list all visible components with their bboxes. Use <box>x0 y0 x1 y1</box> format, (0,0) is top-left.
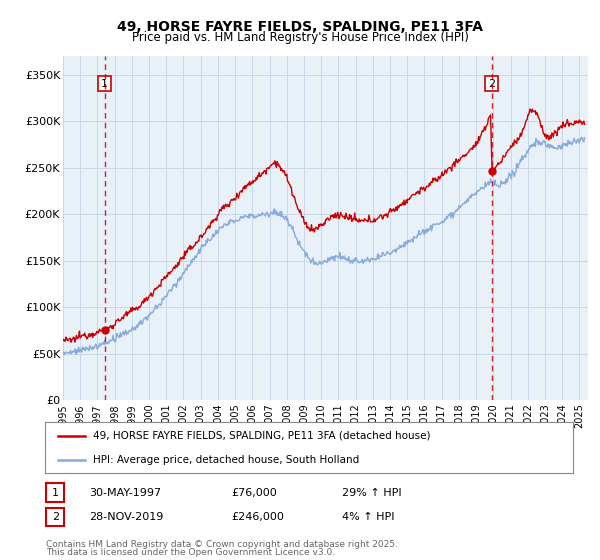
Text: 49, HORSE FAYRE FIELDS, SPALDING, PE11 3FA: 49, HORSE FAYRE FIELDS, SPALDING, PE11 3… <box>117 20 483 34</box>
Text: Price paid vs. HM Land Registry's House Price Index (HPI): Price paid vs. HM Land Registry's House … <box>131 31 469 44</box>
Text: 2: 2 <box>488 78 496 88</box>
Text: This data is licensed under the Open Government Licence v3.0.: This data is licensed under the Open Gov… <box>46 548 335 557</box>
Text: HPI: Average price, detached house, South Holland: HPI: Average price, detached house, Sout… <box>92 455 359 465</box>
Text: 28-NOV-2019: 28-NOV-2019 <box>89 512 163 522</box>
Text: 2: 2 <box>52 512 59 522</box>
Text: Contains HM Land Registry data © Crown copyright and database right 2025.: Contains HM Land Registry data © Crown c… <box>46 540 398 549</box>
Text: 30-MAY-1997: 30-MAY-1997 <box>89 488 161 498</box>
Text: 4% ↑ HPI: 4% ↑ HPI <box>342 512 395 522</box>
Text: 1: 1 <box>101 78 108 88</box>
Text: 29% ↑ HPI: 29% ↑ HPI <box>342 488 401 498</box>
Text: 49, HORSE FAYRE FIELDS, SPALDING, PE11 3FA (detached house): 49, HORSE FAYRE FIELDS, SPALDING, PE11 3… <box>92 431 430 441</box>
Text: 1: 1 <box>52 488 59 497</box>
Text: £246,000: £246,000 <box>231 512 284 522</box>
Text: £76,000: £76,000 <box>231 488 277 498</box>
